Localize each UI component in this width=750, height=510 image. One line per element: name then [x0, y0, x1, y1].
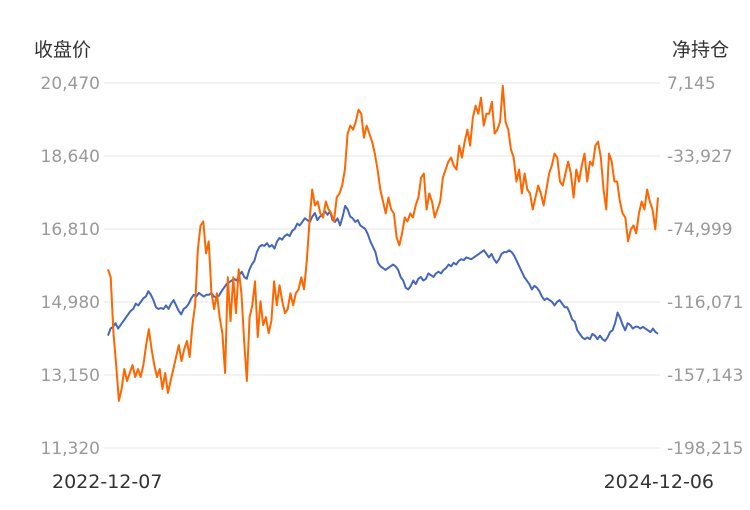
left-axis-title: 收盘价: [34, 39, 91, 61]
close-price-series-line: [107, 84, 659, 402]
net-position-series-line: [107, 204, 659, 342]
series-layer: [107, 84, 659, 402]
left-tick-label: 18,640: [41, 147, 100, 167]
x-start-date-label: 2022-12-07: [52, 471, 162, 493]
right-tick-label: -157,143: [667, 366, 743, 386]
gridlines: [104, 82, 660, 449]
left-tick-label: 14,980: [41, 293, 100, 313]
right-tick-label: -116,071: [667, 293, 743, 313]
left-axis-ticks: 20,470 18,640 16,810 14,980 13,150 11,320: [41, 74, 100, 459]
right-axis-title: 净持仓: [672, 39, 729, 61]
right-tick-label: 7,145: [667, 74, 716, 94]
left-tick-label: 13,150: [41, 366, 100, 386]
right-axis-ticks: 7,145 -33,927 -74,999 -116,071 -157,143 -198,…: [667, 74, 743, 459]
right-tick-label: -33,927: [667, 147, 733, 167]
right-tick-label: -198,215: [667, 439, 743, 459]
x-end-date-label: 2024-12-06: [604, 471, 714, 493]
right-tick-label: -74,999: [667, 220, 733, 240]
left-tick-label: 11,320: [41, 439, 100, 459]
left-tick-label: 16,810: [41, 220, 100, 240]
left-tick-label: 20,470: [41, 74, 100, 94]
